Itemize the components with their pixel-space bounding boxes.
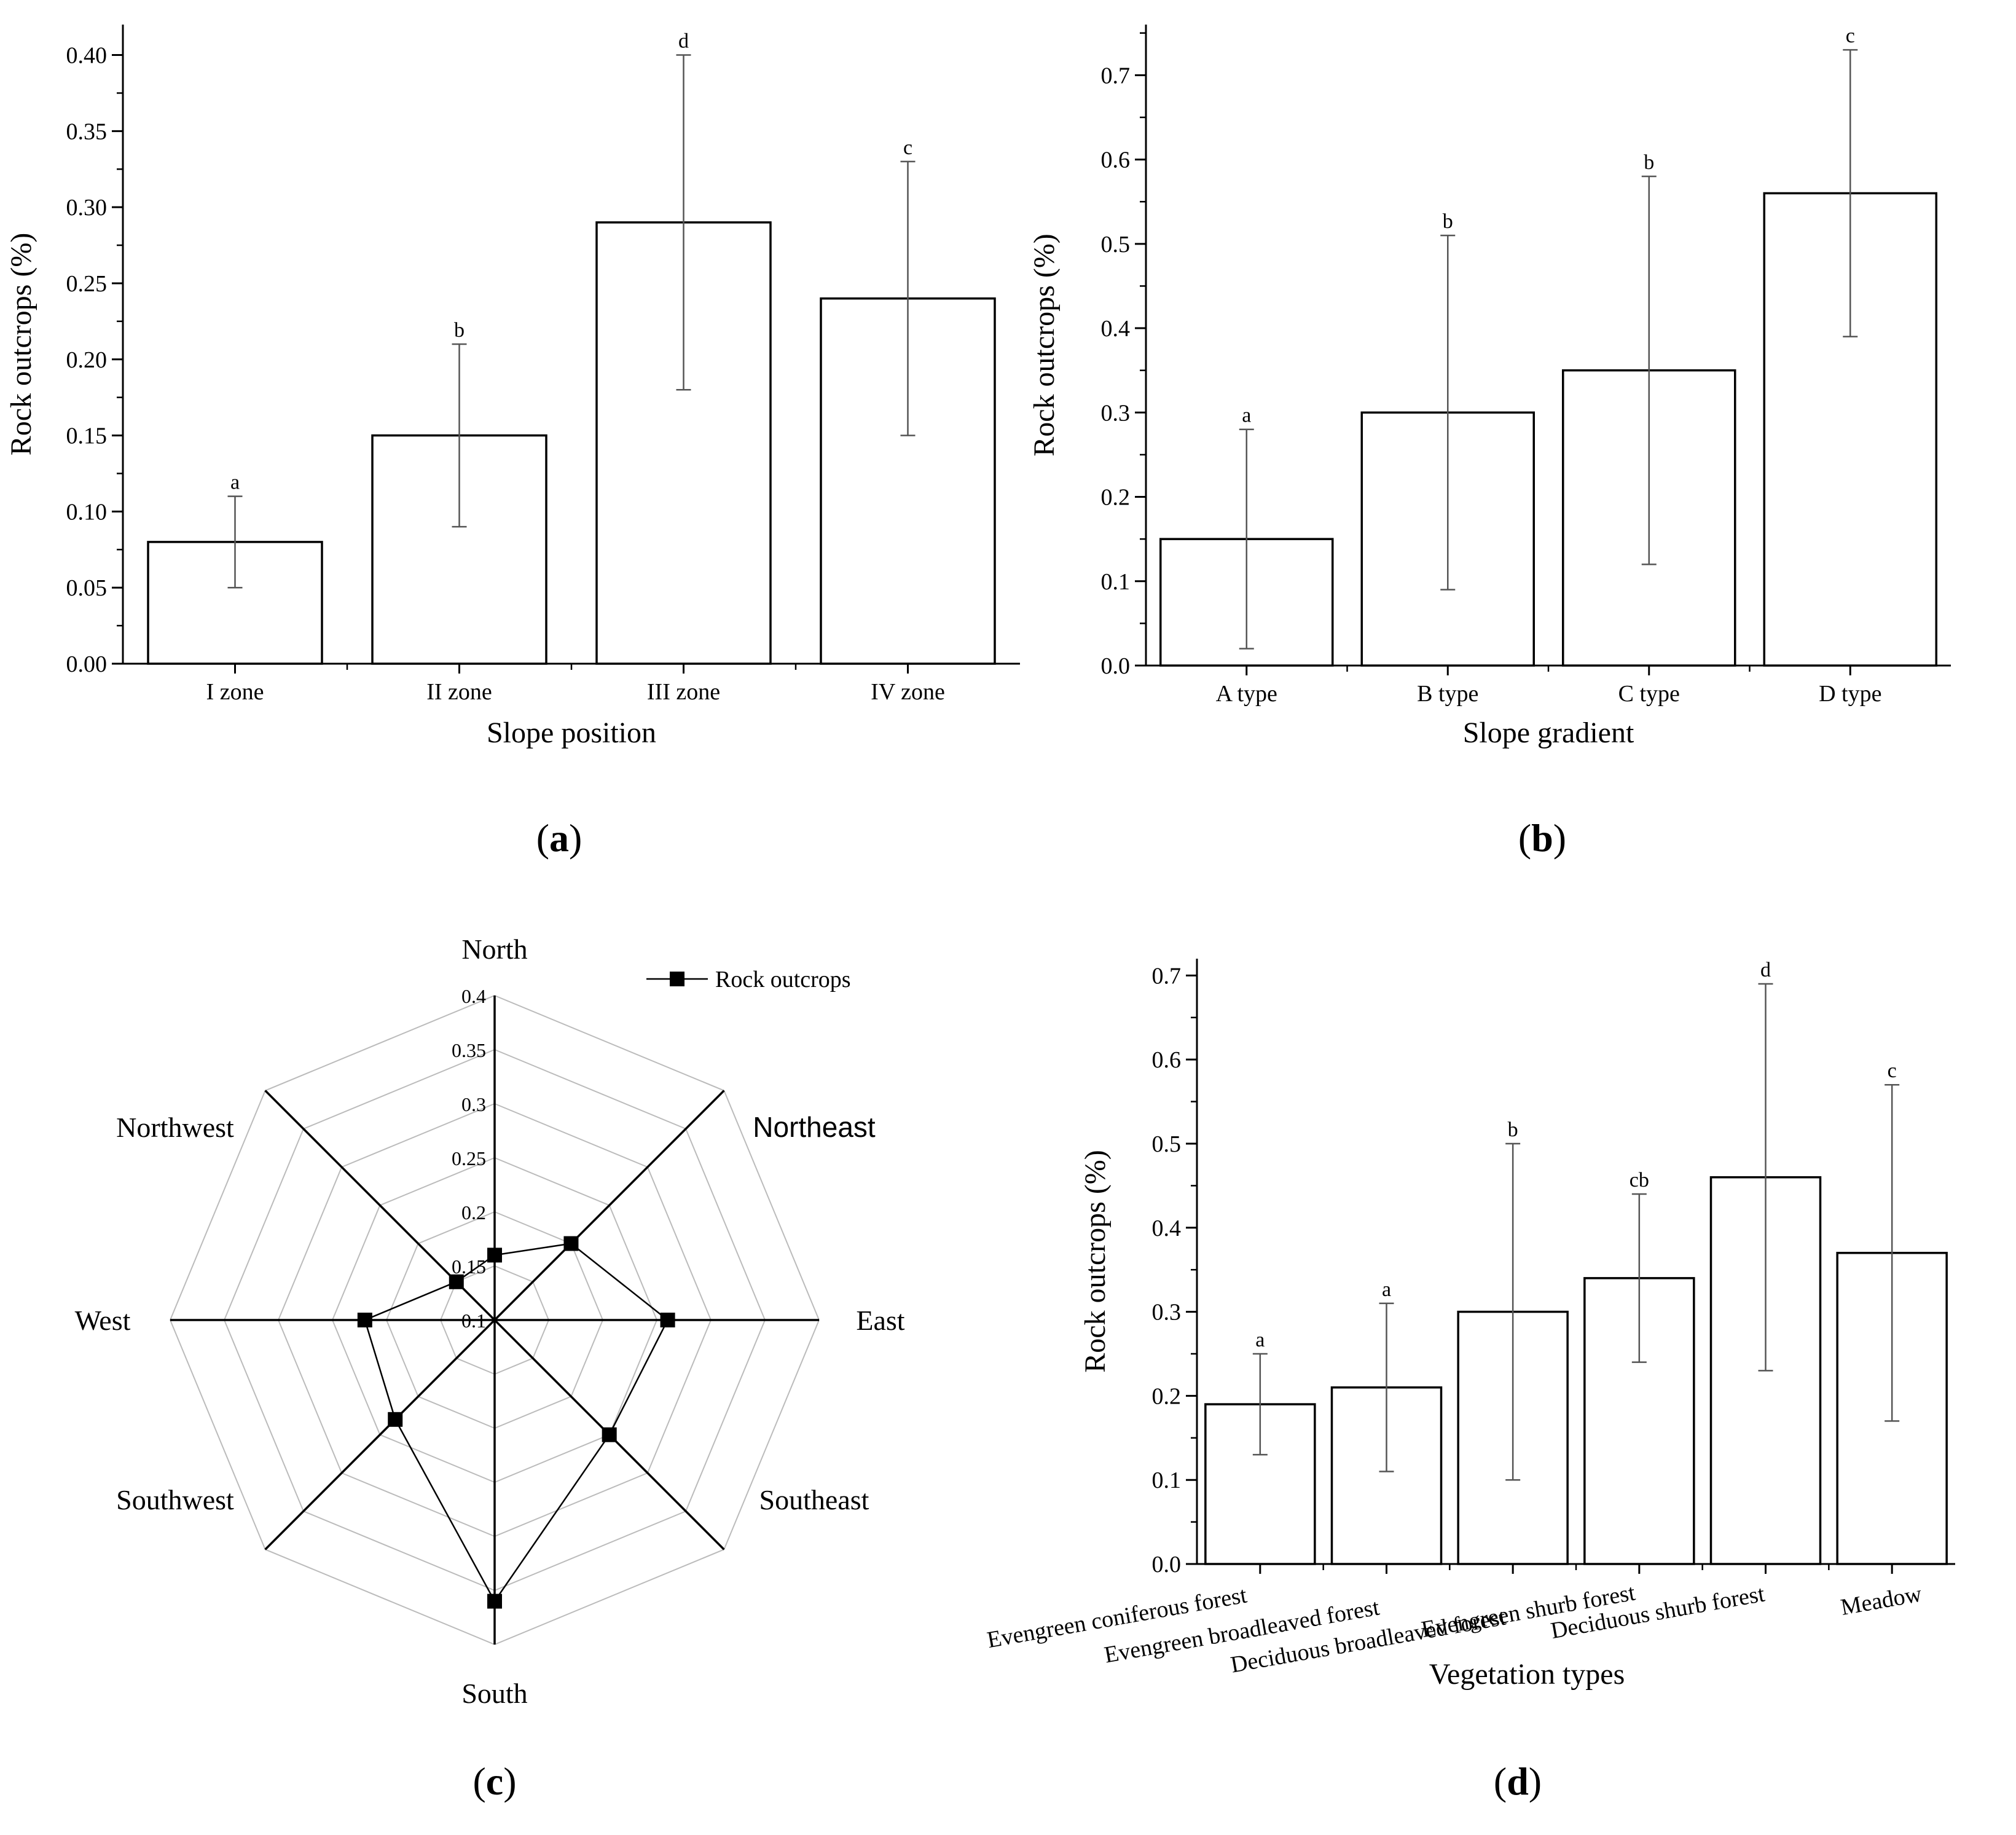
y-tick-label: 0.40 <box>66 43 108 69</box>
y-tick-label: 0.20 <box>66 347 108 373</box>
significance-letter: a <box>230 471 240 494</box>
panel-label: (b) <box>1518 816 1566 860</box>
significance-letter: b <box>454 319 465 342</box>
y-tick-label: 0.5 <box>1152 1131 1182 1157</box>
radar-point <box>449 1274 464 1289</box>
chart-b: 0.0 0.1 0.2 0.3 0.4 0.5 0.6 0.7 Rock outcrops (%… <box>1028 25 1951 860</box>
x-tick-label: C type <box>1618 681 1680 707</box>
radar-point <box>487 1248 502 1263</box>
x-tick-label: B type <box>1417 681 1478 707</box>
panel-label: (a) <box>536 816 582 860</box>
radar-point <box>660 1313 675 1327</box>
x-tick-label: A type <box>1216 681 1277 707</box>
direction-label: Northeast <box>753 1111 876 1143</box>
y-tick-label: 0.10 <box>66 499 108 525</box>
y-tick-label: 0.4 <box>1152 1216 1182 1241</box>
y-tick-label: 0.3 <box>1101 400 1131 426</box>
direction-label: Southwest <box>116 1484 234 1515</box>
x-axis-title: Slope gradient <box>1463 717 1634 749</box>
radar-tick-label: 0.1 <box>461 1310 486 1332</box>
radar-tick-label: 0.25 <box>452 1147 486 1169</box>
y-axis-title: Rock outcrops (%) <box>1028 234 1061 457</box>
y-tick-label: 0.05 <box>66 575 108 601</box>
y-tick-label: 0.2 <box>1152 1383 1182 1409</box>
radar-point <box>563 1236 579 1251</box>
x-tick-label: II zone <box>426 679 492 705</box>
y-tick-label: 0.15 <box>66 423 108 449</box>
direction-label: Southeast <box>759 1484 869 1515</box>
y-tick-label: 0.0 <box>1152 1552 1182 1578</box>
significance-letter: c <box>1888 1059 1897 1082</box>
radar-point <box>487 1593 502 1609</box>
y-tick-label: 0.3 <box>1152 1300 1182 1326</box>
y-tick-label: 0.00 <box>66 651 108 677</box>
significance-letter: d <box>678 30 689 53</box>
radar-tick-label: 0.15 <box>452 1255 486 1278</box>
y-tick-label: 0.6 <box>1152 1047 1182 1073</box>
y-tick-label: 0.5 <box>1101 232 1131 257</box>
legend-label: Rock outcrops <box>715 967 851 992</box>
direction-label: West <box>75 1305 131 1336</box>
y-tick-label: 0.25 <box>66 271 108 297</box>
x-tick-label: I zone <box>206 679 264 705</box>
y-tick-label: 0.7 <box>1101 63 1131 88</box>
radar-spoke <box>264 1319 496 1550</box>
radar-point <box>357 1313 372 1327</box>
significance-letter: a <box>1242 404 1251 427</box>
y-tick-label: 0.7 <box>1152 963 1182 989</box>
direction-label: North <box>461 933 527 965</box>
x-tick-label: Meadow <box>1838 1581 1924 1621</box>
y-tick-label: 0.1 <box>1101 569 1131 595</box>
y-tick-label: 0.6 <box>1101 147 1131 173</box>
panel-label: (d) <box>1494 1759 1542 1803</box>
y-tick-label: 0.0 <box>1101 653 1131 679</box>
chart-a: 0.00 0.05 0.10 0.15 0.20 0.25 0.30 0.35 0.40 Rock… <box>5 25 1020 860</box>
radar-tick-label: 0.2 <box>461 1201 486 1224</box>
significance-letter: c <box>1846 25 1855 47</box>
chart-d: 0.0 0.1 0.2 0.3 0.4 0.5 0.6 0.7 Rock outcrops (%… <box>985 959 1955 1803</box>
y-axis-title: Rock outcrops (%) <box>5 233 37 456</box>
significance-letter: c <box>903 136 912 159</box>
radar-tick-label: 0.3 <box>461 1093 486 1115</box>
significance-letter: cb <box>1630 1169 1649 1192</box>
x-axis-title: Slope position <box>487 717 656 749</box>
radar-point <box>388 1412 403 1427</box>
direction-label: Northwest <box>116 1112 234 1143</box>
significance-letter: b <box>1443 210 1453 233</box>
chart-c: 0.1 0.15 0.2 0.25 0.3 0.35 0.4 North Northeast Ea… <box>75 933 905 1803</box>
y-tick-label: 0.1 <box>1152 1468 1182 1493</box>
y-tick-label: 0.35 <box>66 119 108 144</box>
radar-tick-label: 0.4 <box>461 985 486 1007</box>
significance-letter: a <box>1382 1278 1391 1301</box>
x-axis-title: Vegetation types <box>1429 1658 1625 1691</box>
y-tick-label: 0.4 <box>1101 316 1131 342</box>
significance-letter: d <box>1760 959 1771 981</box>
significance-letter: b <box>1644 151 1654 174</box>
x-tick-label: IV zone <box>871 679 945 705</box>
y-axis-title: Rock outcrops (%) <box>1079 1150 1112 1373</box>
radar-tick-label: 0.35 <box>452 1039 486 1061</box>
panel-label: (c) <box>473 1759 516 1803</box>
x-tick-label: III zone <box>647 679 720 705</box>
significance-letter: b <box>1508 1118 1518 1141</box>
y-tick-label: 0.30 <box>66 195 108 221</box>
significance-letter: a <box>1255 1329 1265 1351</box>
direction-label: East <box>856 1305 904 1336</box>
y-tick-label: 0.2 <box>1101 485 1131 511</box>
radar-point <box>602 1427 617 1442</box>
radar-spoke <box>493 1090 725 1321</box>
direction-label: South <box>461 1678 527 1709</box>
legend-marker <box>670 972 684 986</box>
x-tick-label: D type <box>1819 681 1881 707</box>
